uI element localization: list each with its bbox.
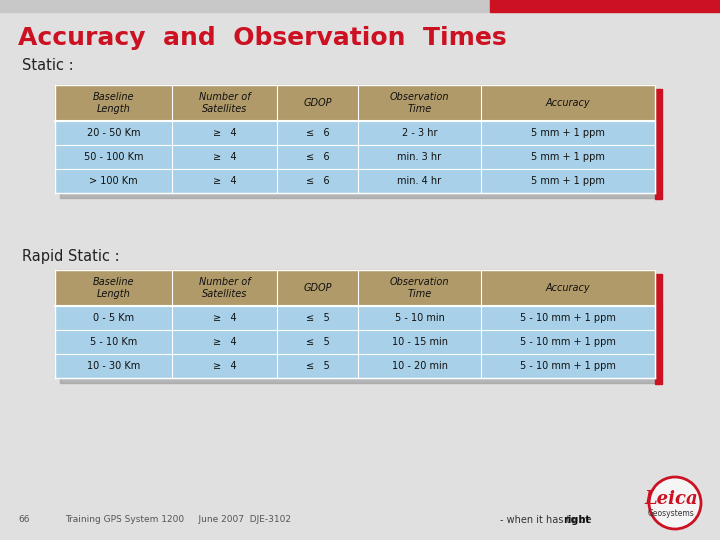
Text: Geosystems: Geosystems — [647, 510, 694, 518]
Bar — [55, 121, 172, 145]
Text: ≤   6: ≤ 6 — [306, 128, 329, 138]
Bar — [481, 306, 655, 330]
Bar — [277, 145, 358, 169]
Bar — [277, 306, 358, 330]
Text: Accuracy: Accuracy — [546, 283, 590, 293]
Bar — [60, 275, 660, 383]
Bar — [481, 145, 655, 169]
Bar — [172, 121, 277, 145]
Text: ≤   6: ≤ 6 — [306, 176, 329, 186]
Text: Number of
Satellites: Number of Satellites — [199, 92, 251, 114]
Bar — [481, 330, 655, 354]
Bar — [481, 121, 655, 145]
Text: ≥   4: ≥ 4 — [212, 128, 236, 138]
Bar — [481, 85, 655, 121]
Text: Observation
Time: Observation Time — [390, 92, 449, 114]
Bar — [655, 89, 662, 199]
Bar — [172, 85, 277, 121]
Bar — [277, 121, 358, 145]
Bar — [55, 85, 172, 121]
Text: 5 - 10 min: 5 - 10 min — [395, 313, 444, 323]
Text: GDOP: GDOP — [303, 98, 332, 108]
Text: 5 mm + 1 ppm: 5 mm + 1 ppm — [531, 152, 605, 162]
Bar — [55, 330, 172, 354]
Text: - when it has to be: - when it has to be — [500, 515, 595, 525]
Text: 5 - 10 Km: 5 - 10 Km — [90, 337, 137, 347]
Text: 66: 66 — [18, 516, 30, 524]
Text: Static :: Static : — [22, 58, 73, 73]
Bar — [358, 306, 481, 330]
Bar — [55, 145, 172, 169]
Text: ≥   4: ≥ 4 — [212, 361, 236, 371]
Text: Accuracy: Accuracy — [546, 98, 590, 108]
Text: GDOP: GDOP — [303, 283, 332, 293]
Bar — [172, 330, 277, 354]
Text: 10 - 20 min: 10 - 20 min — [392, 361, 448, 371]
Circle shape — [649, 477, 701, 529]
Text: ≤   5: ≤ 5 — [305, 361, 329, 371]
Text: 50 - 100 Km: 50 - 100 Km — [84, 152, 143, 162]
Text: ≤   5: ≤ 5 — [305, 313, 329, 323]
Text: 0 - 5 Km: 0 - 5 Km — [93, 313, 134, 323]
Bar — [481, 354, 655, 378]
Bar — [60, 90, 660, 198]
Text: 5 mm + 1 ppm: 5 mm + 1 ppm — [531, 128, 605, 138]
Bar — [277, 354, 358, 378]
Text: Accuracy  and  Observation  Times: Accuracy and Observation Times — [18, 26, 507, 50]
Text: ≥   4: ≥ 4 — [212, 176, 236, 186]
Bar — [358, 330, 481, 354]
Text: ≥   4: ≥ 4 — [212, 152, 236, 162]
Bar — [655, 274, 662, 384]
Bar — [172, 354, 277, 378]
Bar — [358, 270, 481, 306]
Bar — [277, 169, 358, 193]
Bar — [0, 0, 490, 12]
Text: min. 3 hr: min. 3 hr — [397, 152, 441, 162]
Text: Baseline
Length: Baseline Length — [93, 92, 134, 114]
Text: ≤   5: ≤ 5 — [305, 337, 329, 347]
Text: Number of
Satellites: Number of Satellites — [199, 276, 251, 299]
Text: Observation
Time: Observation Time — [390, 276, 449, 299]
Text: 5 - 10 mm + 1 ppm: 5 - 10 mm + 1 ppm — [520, 337, 616, 347]
Text: 20 - 50 Km: 20 - 50 Km — [86, 128, 140, 138]
Text: ≥   4: ≥ 4 — [212, 337, 236, 347]
Text: ≤   6: ≤ 6 — [306, 152, 329, 162]
Text: 5 mm + 1 ppm: 5 mm + 1 ppm — [531, 176, 605, 186]
Text: Leica: Leica — [644, 490, 698, 508]
Text: 5 - 10 mm + 1 ppm: 5 - 10 mm + 1 ppm — [520, 361, 616, 371]
Text: 2 - 3 hr: 2 - 3 hr — [402, 128, 437, 138]
Text: > 100 Km: > 100 Km — [89, 176, 138, 186]
Text: Rapid Static :: Rapid Static : — [22, 248, 120, 264]
Bar — [172, 169, 277, 193]
Bar — [358, 85, 481, 121]
Bar — [55, 306, 172, 330]
Bar — [358, 121, 481, 145]
Bar — [481, 270, 655, 306]
Text: ≥   4: ≥ 4 — [212, 313, 236, 323]
Text: 10 - 30 Km: 10 - 30 Km — [87, 361, 140, 371]
Bar — [172, 145, 277, 169]
Bar — [358, 169, 481, 193]
Text: min. 4 hr: min. 4 hr — [397, 176, 441, 186]
Text: 5 - 10 mm + 1 ppm: 5 - 10 mm + 1 ppm — [520, 313, 616, 323]
Text: right: right — [563, 515, 590, 525]
Bar — [358, 145, 481, 169]
Bar — [481, 169, 655, 193]
Bar — [172, 306, 277, 330]
Bar — [55, 270, 172, 306]
Text: Training GPS System 1200     June 2007  DJE-3102: Training GPS System 1200 June 2007 DJE-3… — [65, 516, 291, 524]
Bar — [277, 85, 358, 121]
Bar — [277, 270, 358, 306]
Bar — [358, 354, 481, 378]
Bar — [277, 330, 358, 354]
Text: 10 - 15 min: 10 - 15 min — [392, 337, 448, 347]
Bar — [55, 354, 172, 378]
Bar — [55, 169, 172, 193]
Bar — [172, 270, 277, 306]
Bar — [490, 0, 720, 12]
Text: Baseline
Length: Baseline Length — [93, 276, 134, 299]
